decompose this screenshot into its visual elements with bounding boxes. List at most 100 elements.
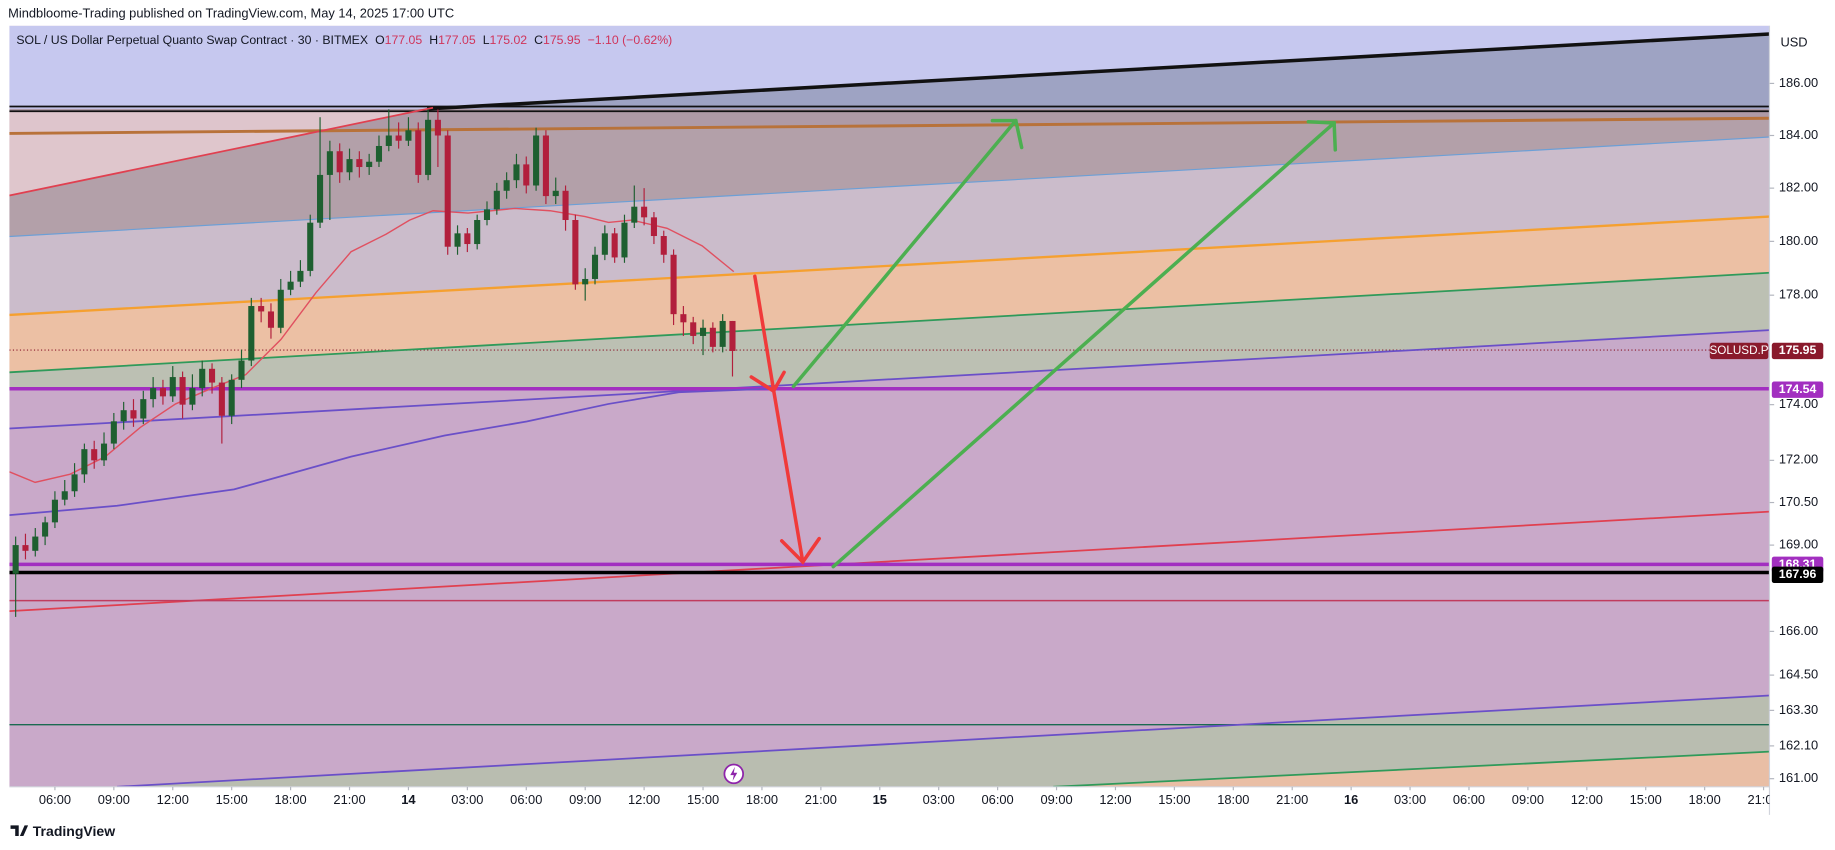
candle-body [729,320,736,351]
candle-body [542,135,549,197]
x-tick-label: 15:00 [687,792,719,807]
header: Mindbloome-Trading published on TradingV… [8,5,454,20]
candle-body [650,217,657,237]
x-tick-label: 06:00 [1453,792,1485,807]
x-axis: 06:00 09:00 12:00 15:00 18:00 21:00 14 03:00 06:… [39,786,1779,807]
high: 177.05 [438,33,476,47]
x-tick-label: 16 [1344,792,1358,807]
candle-body [552,190,559,197]
x-tick-label: 09:00 [98,792,130,807]
candle-body [159,388,166,397]
candle-body [287,281,294,290]
candle-body [533,135,540,186]
x-tick-label: 03:00 [923,792,955,807]
candle-body [366,161,373,168]
candle-body [454,233,461,247]
x-tick-label: 03:00 [1394,792,1426,807]
candle-body [199,368,206,389]
open: 177.05 [385,33,423,47]
price-tag-label: 175.95 [1779,343,1817,357]
candle-body [346,159,353,173]
candle-body [51,499,58,523]
candle-body [699,327,707,336]
candle-body [12,545,19,574]
candle-body [709,327,716,347]
candle-body [81,449,88,475]
x-tick-label: 18:00 [746,792,778,807]
candle-body [434,119,441,136]
candle-body [611,233,618,258]
candles [12,109,736,617]
drawings-background [9,25,1770,787]
x-tick-label: 15:00 [216,792,248,807]
change: −1.10 (−0.62%) [588,33,673,47]
candle-body [562,190,569,221]
y-tick-label: 178.00 [1779,287,1818,302]
candle-body [61,491,68,500]
price-tag [1771,381,1824,398]
candle-body [248,306,255,361]
y-tick-label: 172.00 [1779,452,1818,467]
y-tick-label: 170.50 [1779,494,1818,509]
candle-body [297,270,304,282]
candle-body [189,388,196,405]
symbol: SOL / US Dollar Perpetual Quanto Swap Co… [16,33,368,47]
y-tick-label: 184.00 [1779,127,1818,142]
close: 175.95 [543,33,581,47]
x-tick-label: 21:00 [1747,792,1779,807]
legend: SOL / US Dollar Perpetual Quanto Swap Co… [16,33,672,47]
y-tick-label: 180.00 [1779,233,1818,248]
arrows [749,118,1338,569]
candle-body [395,135,402,141]
candle-body [356,159,363,168]
candle-body [690,322,697,336]
candle-body [464,233,471,245]
x-tick-label: 14 [401,792,416,807]
candle-body [130,410,137,419]
price-tag-name: SOLUSD.P [1709,344,1768,357]
x-tick-label: 06:00 [510,792,542,807]
x-tick-label: 21:00 [333,792,365,807]
x-tick-label: 15 [873,792,887,807]
x-tick-label: 09:00 [1040,792,1072,807]
x-tick-label: 21:00 [805,792,837,807]
x-tick-label: 09:00 [569,792,601,807]
candle-body [228,379,235,416]
candle-body [238,360,245,380]
x-tick-label: 06:00 [39,792,71,807]
candle-body [71,474,78,492]
candle-body [591,254,599,279]
replay-icon[interactable] [723,763,745,785]
x-tick-label: 03:00 [451,792,483,807]
candle-body [415,130,422,175]
open-label: O [375,33,385,47]
candle-body [258,306,265,312]
high-label: H [429,33,438,47]
price-tag [1771,566,1824,584]
x-tick-label: 18:00 [1217,792,1249,807]
x-tick-label: 12:00 [1099,792,1131,807]
candle-body [169,377,176,397]
candle-body [670,254,677,315]
candle-body [631,206,638,223]
y-tick-label: 174.00 [1779,396,1818,411]
y-tick-label: 164.50 [1779,667,1818,682]
x-tick-label: 18:00 [275,792,307,807]
y-tick-label: 169.00 [1779,537,1818,552]
x-tick-label: 15:00 [1158,792,1190,807]
x-tick-label: 15:00 [1630,792,1662,807]
low: 175.02 [490,33,528,47]
x-tick-label: 12:00 [157,792,189,807]
candle-body [425,119,432,175]
price-tag [1771,342,1824,360]
candle-body [513,164,520,181]
candle-body [209,368,216,383]
footer-logo: TradingView [10,823,115,839]
price-tag-name-bg [1709,342,1769,360]
y-axis: 186.00 184.00 182.00 180.00 178.00 174.00 172.… [1769,75,1818,785]
candle-body [641,206,648,218]
candle-body [326,151,333,175]
candle-body [523,164,530,186]
candle-body [483,209,491,221]
